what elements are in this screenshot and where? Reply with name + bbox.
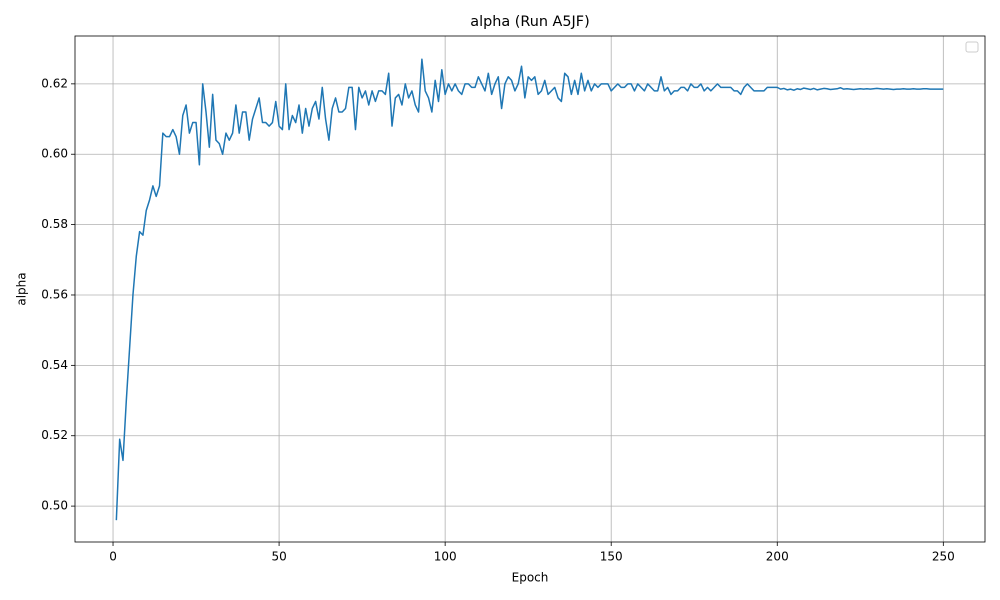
y-tick-label: 0.60 <box>41 147 68 161</box>
y-tick-label: 0.56 <box>41 287 68 301</box>
chart-title: alpha (Run A5JF) <box>470 14 589 30</box>
x-tick-label: 0 <box>109 550 117 564</box>
plot-layer: 0 50 100 150 200 250 0.50 0.52 0.54 0.56 0.58 0.60 0… <box>41 36 985 564</box>
x-tick-label: 100 <box>434 550 457 564</box>
legend-box <box>965 41 979 53</box>
y-tick-label: 0.58 <box>41 217 68 231</box>
axes-frame <box>74 35 986 543</box>
y-axis-label: alpha <box>15 272 29 305</box>
x-tick-label: 250 <box>932 550 955 564</box>
x-axis-label: Epoch <box>512 571 549 585</box>
data-line <box>115 58 944 521</box>
y-tick-label: 0.52 <box>41 428 68 442</box>
x-tick-label: 200 <box>766 550 789 564</box>
y-tick-label: 0.62 <box>41 76 68 90</box>
x-tick-label: 150 <box>600 550 623 564</box>
y-tick-label: 0.50 <box>41 499 68 513</box>
y-tick-label: 0.54 <box>41 358 68 372</box>
x-tick-label: 50 <box>271 550 286 564</box>
